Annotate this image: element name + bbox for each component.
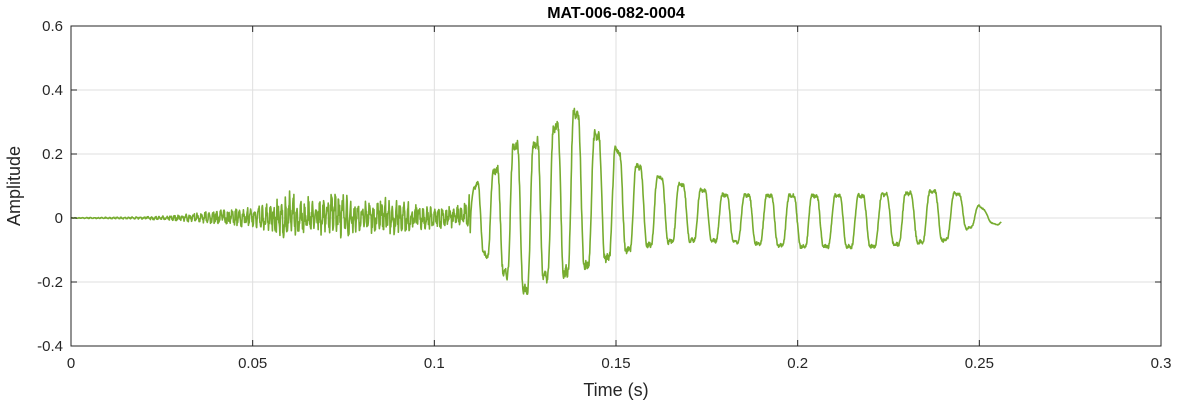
x-axis-label: Time (s) (583, 380, 648, 400)
x-axis-ticks: 0 0.05 0.1 0.15 0.2 0.25 0.3 (67, 26, 1172, 372)
x-tick-label: 0 (67, 355, 75, 372)
waveform-series (70, 107, 1002, 295)
y-tick-label: -0.2 (37, 274, 63, 291)
x-tick-label: 0.3 (1151, 355, 1172, 372)
y-tick-label: 0.4 (42, 82, 63, 99)
x-tick-label: 0.15 (601, 355, 630, 372)
y-tick-label: -0.4 (37, 338, 63, 355)
waveform-line (70, 107, 1002, 295)
y-tick-label: 0.2 (42, 146, 63, 163)
x-tick-label: 0.05 (238, 355, 267, 372)
chart-title: MAT-006-082-0004 (547, 5, 685, 22)
x-tick-label: 0.1 (424, 355, 445, 372)
y-tick-label: 0 (55, 210, 63, 227)
x-tick-label: 0.2 (787, 355, 808, 372)
grid-lines (70, 25, 1162, 347)
y-tick-label: 0.6 (42, 18, 63, 35)
y-axis-label: Amplitude (4, 146, 24, 226)
y-axis-ticks: -0.4 -0.2 0 0.2 0.4 0.6 (37, 18, 1161, 355)
x-tick-label: 0.25 (965, 355, 994, 372)
